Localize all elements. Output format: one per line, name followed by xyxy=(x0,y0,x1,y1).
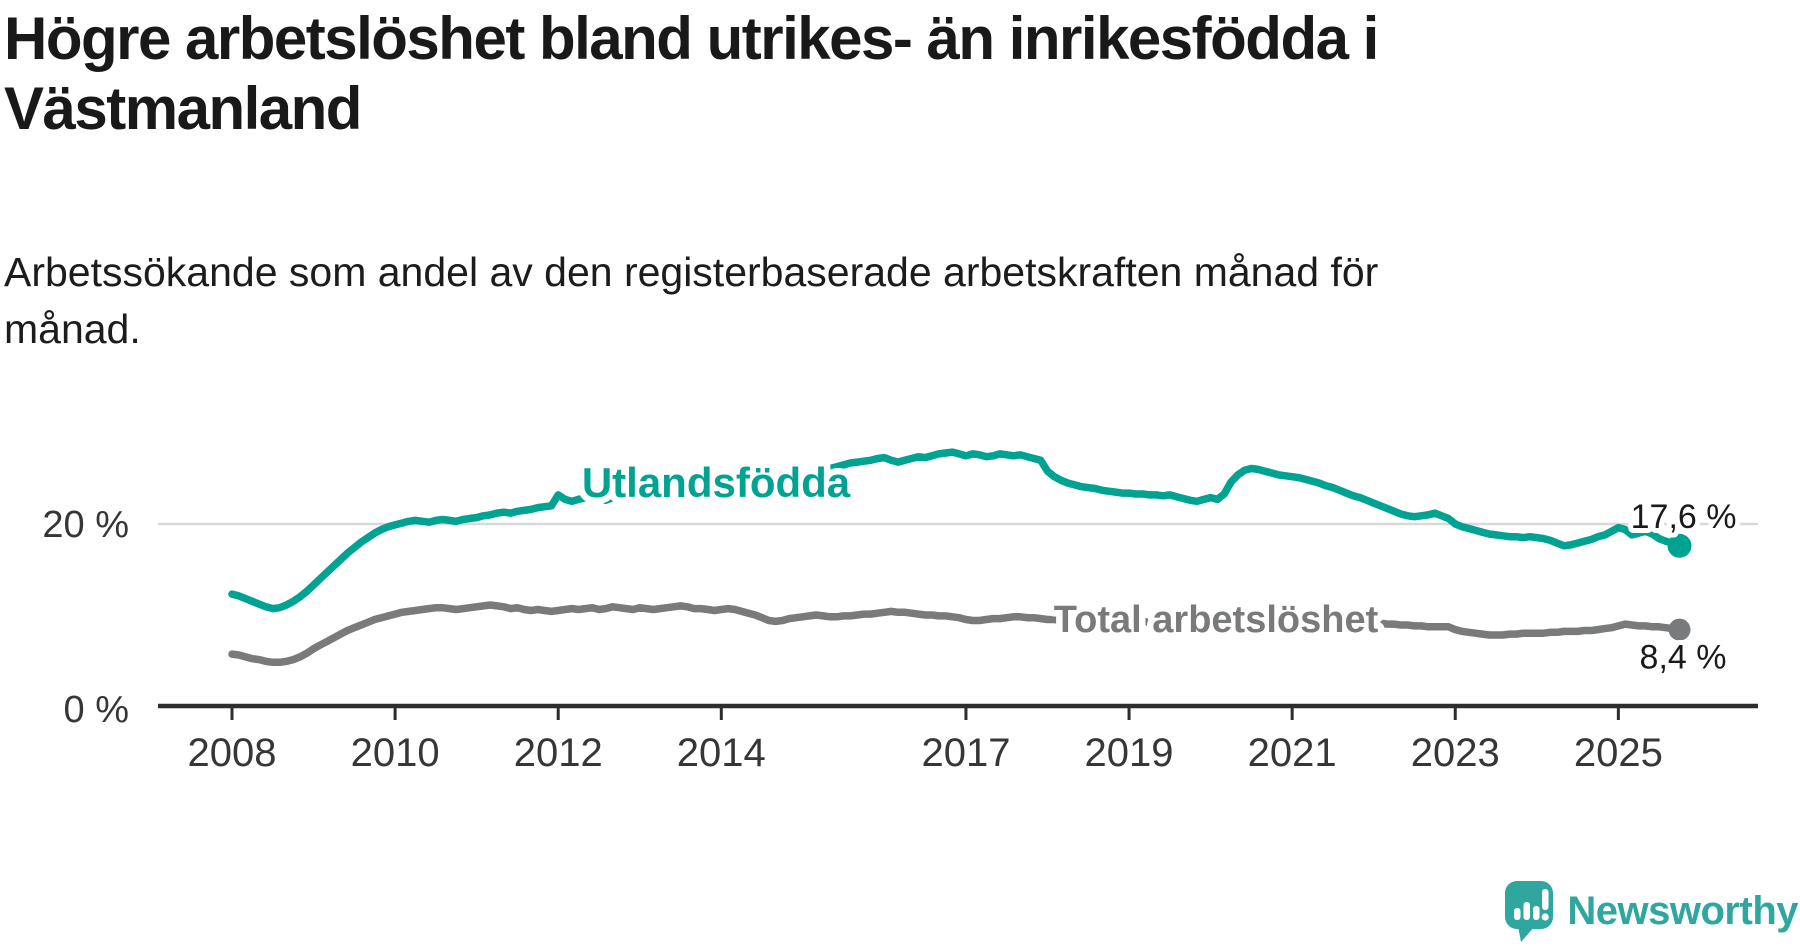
x-tick-label-2008: 2008 xyxy=(188,731,277,775)
total-series-label: Total arbetslöshet xyxy=(1054,599,1379,641)
chart-title: Högre arbetslöshet bland utrikes- än inr… xyxy=(4,5,1379,143)
chart-subtitle: Arbetssökande som andel av den registerb… xyxy=(4,249,1379,352)
x-tick-label-2010: 2010 xyxy=(351,731,440,775)
x-tick-label-2023: 2023 xyxy=(1411,731,1500,775)
x-tick-label-2014: 2014 xyxy=(677,731,766,775)
x-tick-label-2025: 2025 xyxy=(1574,731,1663,775)
x-tick-label-2012: 2012 xyxy=(514,731,603,775)
foreign-born-series-label: Utlandsfödda xyxy=(582,459,851,506)
x-axis-ticks: 2008 2010 2012 2014 2017 2019 2021 2023 2025 xyxy=(188,706,1663,775)
y-tick-label-20: 20 % xyxy=(42,504,129,546)
foreign-born-end-value-label: 17,6 % xyxy=(1631,498,1737,536)
newsworthy-logo-icon xyxy=(1505,881,1554,942)
newsworthy-logo: Newsworthy xyxy=(1504,880,1798,943)
total-endpoint-dot xyxy=(1668,618,1691,641)
total-end-value-label: 8,4 % xyxy=(1640,639,1727,677)
foreign-born-endpoint-dot xyxy=(1667,533,1692,558)
total-unemployment-line xyxy=(228,601,1684,667)
newsworthy-logo-text: Newsworthy xyxy=(1567,889,1798,933)
x-tick-label-2019: 2019 xyxy=(1085,731,1174,775)
foreign-born-line xyxy=(228,448,1684,613)
x-tick-label-2017: 2017 xyxy=(921,731,1010,775)
y-tick-label-0: 0 % xyxy=(64,689,129,731)
x-tick-label-2021: 2021 xyxy=(1248,731,1337,775)
